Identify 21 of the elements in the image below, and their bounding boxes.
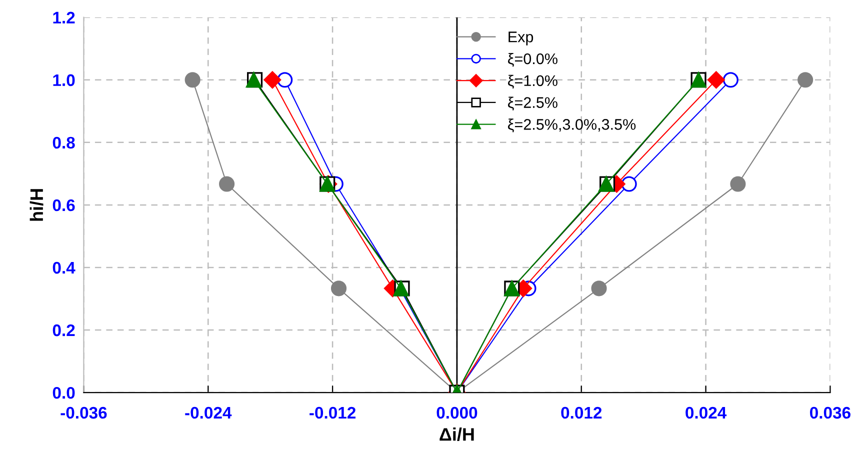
y-tick-label: 1.0 <box>53 74 75 86</box>
y-tick-label: 0.0 <box>52 386 75 399</box>
y-tick-label: 0.6 <box>52 199 75 212</box>
x-tick-label: -0.036 <box>60 406 107 419</box>
x-tick-label: -0.024 <box>185 406 232 419</box>
y-tick-label: 0.8 <box>52 136 75 149</box>
legend-label: ξ=2.5%,3.0%,3.5% <box>508 118 636 132</box>
y-tick-label: 0.4 <box>52 262 76 274</box>
x-tick-label: 0.036 <box>810 406 850 419</box>
x-tick-label: 0.024 <box>686 406 727 419</box>
legend-label: ξ=1.0% <box>508 74 558 89</box>
x-axis-title: Δi/H <box>440 428 474 441</box>
legend-label: Exp <box>508 32 534 46</box>
x-tick-label: 0.000 <box>436 406 478 419</box>
x-tick-label: -0.012 <box>310 406 356 419</box>
x-tick-label: 0.012 <box>561 406 602 419</box>
y-tick-label: 0.2 <box>52 324 75 336</box>
legend-label: ξ=2.5% <box>508 96 558 110</box>
y-tick-label: 1.2 <box>53 12 75 24</box>
y-axis-title: hi/H <box>30 189 44 221</box>
legend-label: ξ=0.0% <box>508 52 558 67</box>
